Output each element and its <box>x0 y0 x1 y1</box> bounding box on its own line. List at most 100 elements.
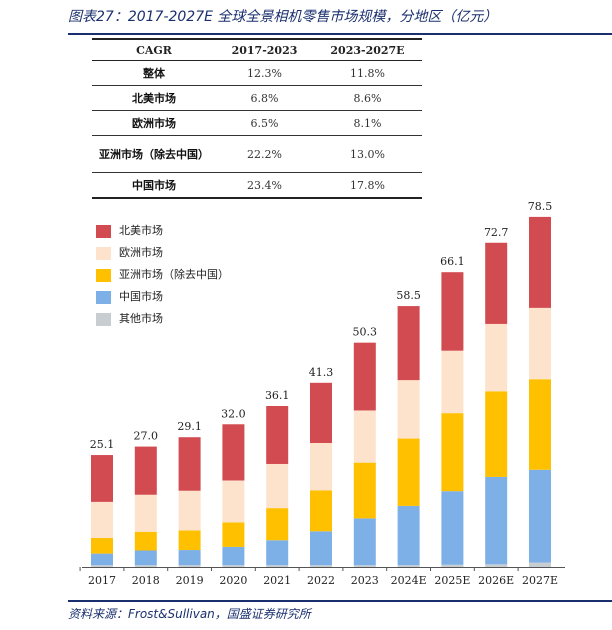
cagr-row-label: 整体 <box>143 67 165 80</box>
legend-item: 中国市场 <box>96 288 163 304</box>
bar-segment <box>353 518 376 566</box>
bar-segment <box>441 350 464 414</box>
bar-segment <box>222 522 245 547</box>
data-label: 50.3 <box>353 326 378 339</box>
cagr-table: CAGR 2017-2023 2023-2027E 整体 12.3% 11.8%… <box>92 38 422 199</box>
bar-segment <box>91 501 113 539</box>
x-tick-label: 2023 <box>351 574 379 587</box>
bar-segment <box>485 391 508 477</box>
x-tick-label: 2027E <box>522 574 558 587</box>
bar-segment <box>134 565 157 567</box>
cagr-header-label: CAGR <box>136 43 172 57</box>
bar-segment <box>266 508 289 541</box>
bar-segment <box>485 564 508 567</box>
bar-segment <box>397 380 420 439</box>
bar-segment <box>222 565 245 567</box>
cagr-cell: 11.8% <box>350 66 385 80</box>
bar-segment <box>91 455 113 502</box>
data-label: 32.0 <box>221 407 246 420</box>
cagr-cell: 22.2% <box>247 147 282 161</box>
bar-segment <box>178 437 201 491</box>
bar-segment <box>353 410 376 463</box>
source-rule <box>68 600 612 602</box>
x-tick-label: 2026E <box>478 574 514 587</box>
bar-segment <box>134 494 157 532</box>
legend-label: 其他市场 <box>119 312 163 325</box>
bar-segment <box>353 462 376 519</box>
source-note: 资料来源：Frost&Sullivan，国盛证券研究所 <box>68 607 311 621</box>
x-tick-label: 2024E <box>391 574 427 587</box>
bar-segment <box>310 565 332 567</box>
data-label: 29.1 <box>177 420 202 433</box>
bar-segment <box>266 540 289 566</box>
bar-segment <box>266 405 289 464</box>
cagr-row-label: 亚洲市场（除去中国） <box>99 147 209 161</box>
bar-segment <box>441 272 464 351</box>
bar-segment <box>397 438 420 506</box>
cagr-cell: 6.5% <box>250 116 279 130</box>
data-label: 72.7 <box>484 226 509 239</box>
bar-segment <box>222 546 245 566</box>
data-label: 78.5 <box>528 200 553 213</box>
bar-segment <box>397 505 420 566</box>
bar-segment <box>178 490 201 531</box>
data-label: 36.1 <box>265 389 290 402</box>
x-tick-label: 2022 <box>307 574 335 587</box>
cagr-header-period2: 2023-2027E <box>330 43 405 57</box>
bar-segment <box>178 550 201 566</box>
cagr-cell: 8.6% <box>353 91 382 105</box>
bar-segment <box>134 531 157 551</box>
legend-label: 中国市场 <box>119 290 163 303</box>
bar-segment <box>310 382 332 444</box>
cagr-cell: 6.8% <box>250 91 279 105</box>
x-tick-label: 2017 <box>88 574 116 587</box>
cagr-row-europe: 欧洲市场 6.5% 8.1% <box>92 111 422 136</box>
bar-segment <box>91 565 113 567</box>
data-label: 66.1 <box>440 255 465 268</box>
bar-segment <box>310 490 332 532</box>
bar-segment <box>353 342 376 411</box>
legend-swatch <box>96 246 111 260</box>
legend-swatch <box>96 224 111 238</box>
legend-item: 北美市场 <box>96 222 163 238</box>
cagr-row-north-america: 北美市场 6.8% 8.6% <box>92 86 422 111</box>
bar-segment <box>266 463 289 509</box>
x-tick-label: 2025E <box>434 574 470 587</box>
bar-segment <box>529 469 551 563</box>
bar-segment <box>441 491 464 565</box>
data-label: 58.5 <box>396 289 421 302</box>
cagr-cell: 23.4% <box>247 178 282 192</box>
bar-segment <box>134 550 157 566</box>
bar-segment <box>397 565 420 567</box>
bar-segment <box>178 565 201 567</box>
cagr-row-label: 欧洲市场 <box>132 117 176 130</box>
cagr-table-header: CAGR 2017-2023 2023-2027E <box>92 39 422 61</box>
bar-segment <box>91 553 113 566</box>
bar-segment <box>529 307 551 380</box>
cagr-row-overall: 整体 12.3% 11.8% <box>92 61 422 86</box>
cagr-row-asia-ex-china: 亚洲市场（除去中国） 22.2% 13.0% <box>92 136 422 173</box>
legend-label: 北美市场 <box>119 224 163 237</box>
bar-segment <box>222 480 245 523</box>
bar-segment <box>134 446 157 495</box>
cagr-cell: 17.8% <box>350 178 385 192</box>
bar-segment <box>485 323 508 392</box>
legend-label: 亚洲市场（除去中国） <box>119 268 229 281</box>
bar-segment <box>529 562 551 567</box>
cagr-cell: 13.0% <box>350 147 385 161</box>
bar-segment <box>397 306 420 381</box>
bar-segment <box>485 242 508 324</box>
bar-segment <box>441 413 464 492</box>
bar-segment <box>266 565 289 567</box>
legend-label: 欧洲市场 <box>119 246 163 259</box>
data-label: 41.3 <box>309 366 334 379</box>
bar-segment <box>310 443 332 491</box>
bar-segment <box>353 565 376 567</box>
bar-segment <box>529 216 551 308</box>
bar-segment <box>178 530 201 551</box>
data-label: 27.0 <box>134 430 159 443</box>
legend-swatch <box>96 312 111 326</box>
legend-swatch <box>96 290 111 304</box>
bar-segment <box>529 379 551 470</box>
stacked-bar-chart: 25.1 2017 27.0 2018 29.1 2019 32.0 2020 36.1 2021… <box>79 200 565 587</box>
